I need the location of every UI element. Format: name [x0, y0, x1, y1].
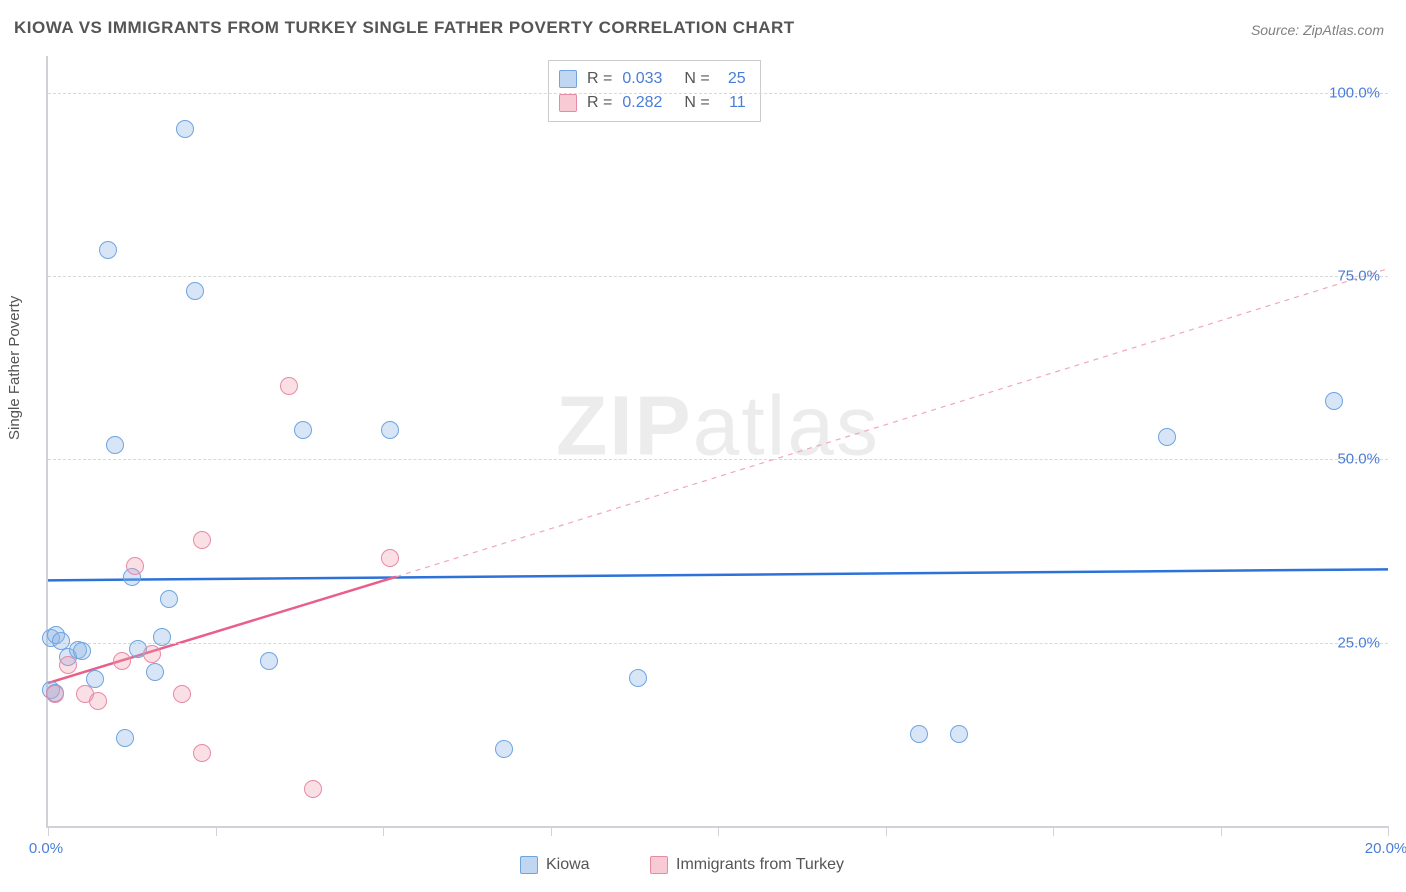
swatch-turkey	[559, 94, 577, 112]
scatter-point	[381, 421, 399, 439]
y-tick-label: 25.0%	[1337, 634, 1380, 651]
scatter-point	[950, 725, 968, 743]
legend-swatch-turkey	[650, 856, 668, 874]
stats-box: R = 0.033 N = 25 R = 0.282 N = 11	[548, 60, 761, 122]
scatter-point	[280, 377, 298, 395]
scatter-point	[495, 740, 513, 758]
scatter-point	[186, 282, 204, 300]
x-tick-mark	[886, 826, 887, 836]
scatter-point	[106, 436, 124, 454]
scatter-point	[89, 692, 107, 710]
scatter-point	[126, 557, 144, 575]
n-label: N =	[684, 91, 709, 115]
scatter-point	[113, 652, 131, 670]
y-axis-label: Single Father Poverty	[6, 296, 23, 440]
source-label: Source: ZipAtlas.com	[1251, 22, 1384, 38]
x-tick-mark	[1221, 826, 1222, 836]
gridline-h	[48, 459, 1388, 460]
y-tick-label: 75.0%	[1337, 268, 1380, 285]
scatter-point	[116, 729, 134, 747]
stats-row-kiowa: R = 0.033 N = 25	[559, 67, 746, 91]
gridline-h	[48, 643, 1388, 644]
r-label: R =	[587, 91, 612, 115]
scatter-point	[910, 725, 928, 743]
legend-item-kiowa: Kiowa	[520, 856, 590, 874]
scatter-point	[629, 669, 647, 687]
scatter-point	[1158, 428, 1176, 446]
scatter-point	[99, 241, 117, 259]
scatter-point	[160, 590, 178, 608]
x-tick-mark	[551, 826, 552, 836]
n-value-kiowa: 25	[720, 67, 746, 91]
x-tick-label: 0.0%	[29, 840, 63, 857]
scatter-point	[153, 628, 171, 646]
scatter-point	[193, 531, 211, 549]
y-tick-label: 50.0%	[1337, 451, 1380, 468]
r-value-kiowa: 0.033	[622, 67, 674, 91]
scatter-point	[294, 421, 312, 439]
y-tick-label: 100.0%	[1329, 84, 1380, 101]
scatter-point	[173, 685, 191, 703]
r-label: R =	[587, 67, 612, 91]
r-value-turkey: 0.282	[622, 91, 674, 115]
scatter-point	[73, 642, 91, 660]
gridline-h	[48, 276, 1388, 277]
legend-swatch-kiowa	[520, 856, 538, 874]
scatter-point	[146, 663, 164, 681]
legend-item-turkey: Immigrants from Turkey	[650, 856, 844, 874]
n-value-turkey: 11	[720, 91, 746, 115]
chart-title: KIOWA VS IMMIGRANTS FROM TURKEY SINGLE F…	[14, 18, 795, 38]
x-tick-mark	[1388, 826, 1389, 836]
scatter-point	[59, 656, 77, 674]
scatter-point	[381, 549, 399, 567]
scatter-point	[143, 645, 161, 663]
x-tick-mark	[1053, 826, 1054, 836]
plot-area: ZIPatlas R = 0.033 N = 25 R = 0.282 N = …	[46, 56, 1388, 828]
legend-label-kiowa: Kiowa	[546, 856, 590, 874]
x-tick-mark	[718, 826, 719, 836]
legend-label-turkey: Immigrants from Turkey	[676, 856, 844, 874]
trend-lines	[48, 56, 1388, 826]
stats-row-turkey: R = 0.282 N = 11	[559, 91, 746, 115]
scatter-point	[46, 685, 64, 703]
gridline-h	[48, 93, 1388, 94]
scatter-point	[193, 744, 211, 762]
x-tick-mark	[383, 826, 384, 836]
scatter-point	[1325, 392, 1343, 410]
x-tick-mark	[48, 826, 49, 836]
x-tick-mark	[216, 826, 217, 836]
x-tick-label: 20.0%	[1365, 840, 1406, 857]
n-label: N =	[684, 67, 709, 91]
swatch-kiowa	[559, 70, 577, 88]
scatter-point	[260, 652, 278, 670]
scatter-point	[176, 120, 194, 138]
scatter-point	[304, 780, 322, 798]
